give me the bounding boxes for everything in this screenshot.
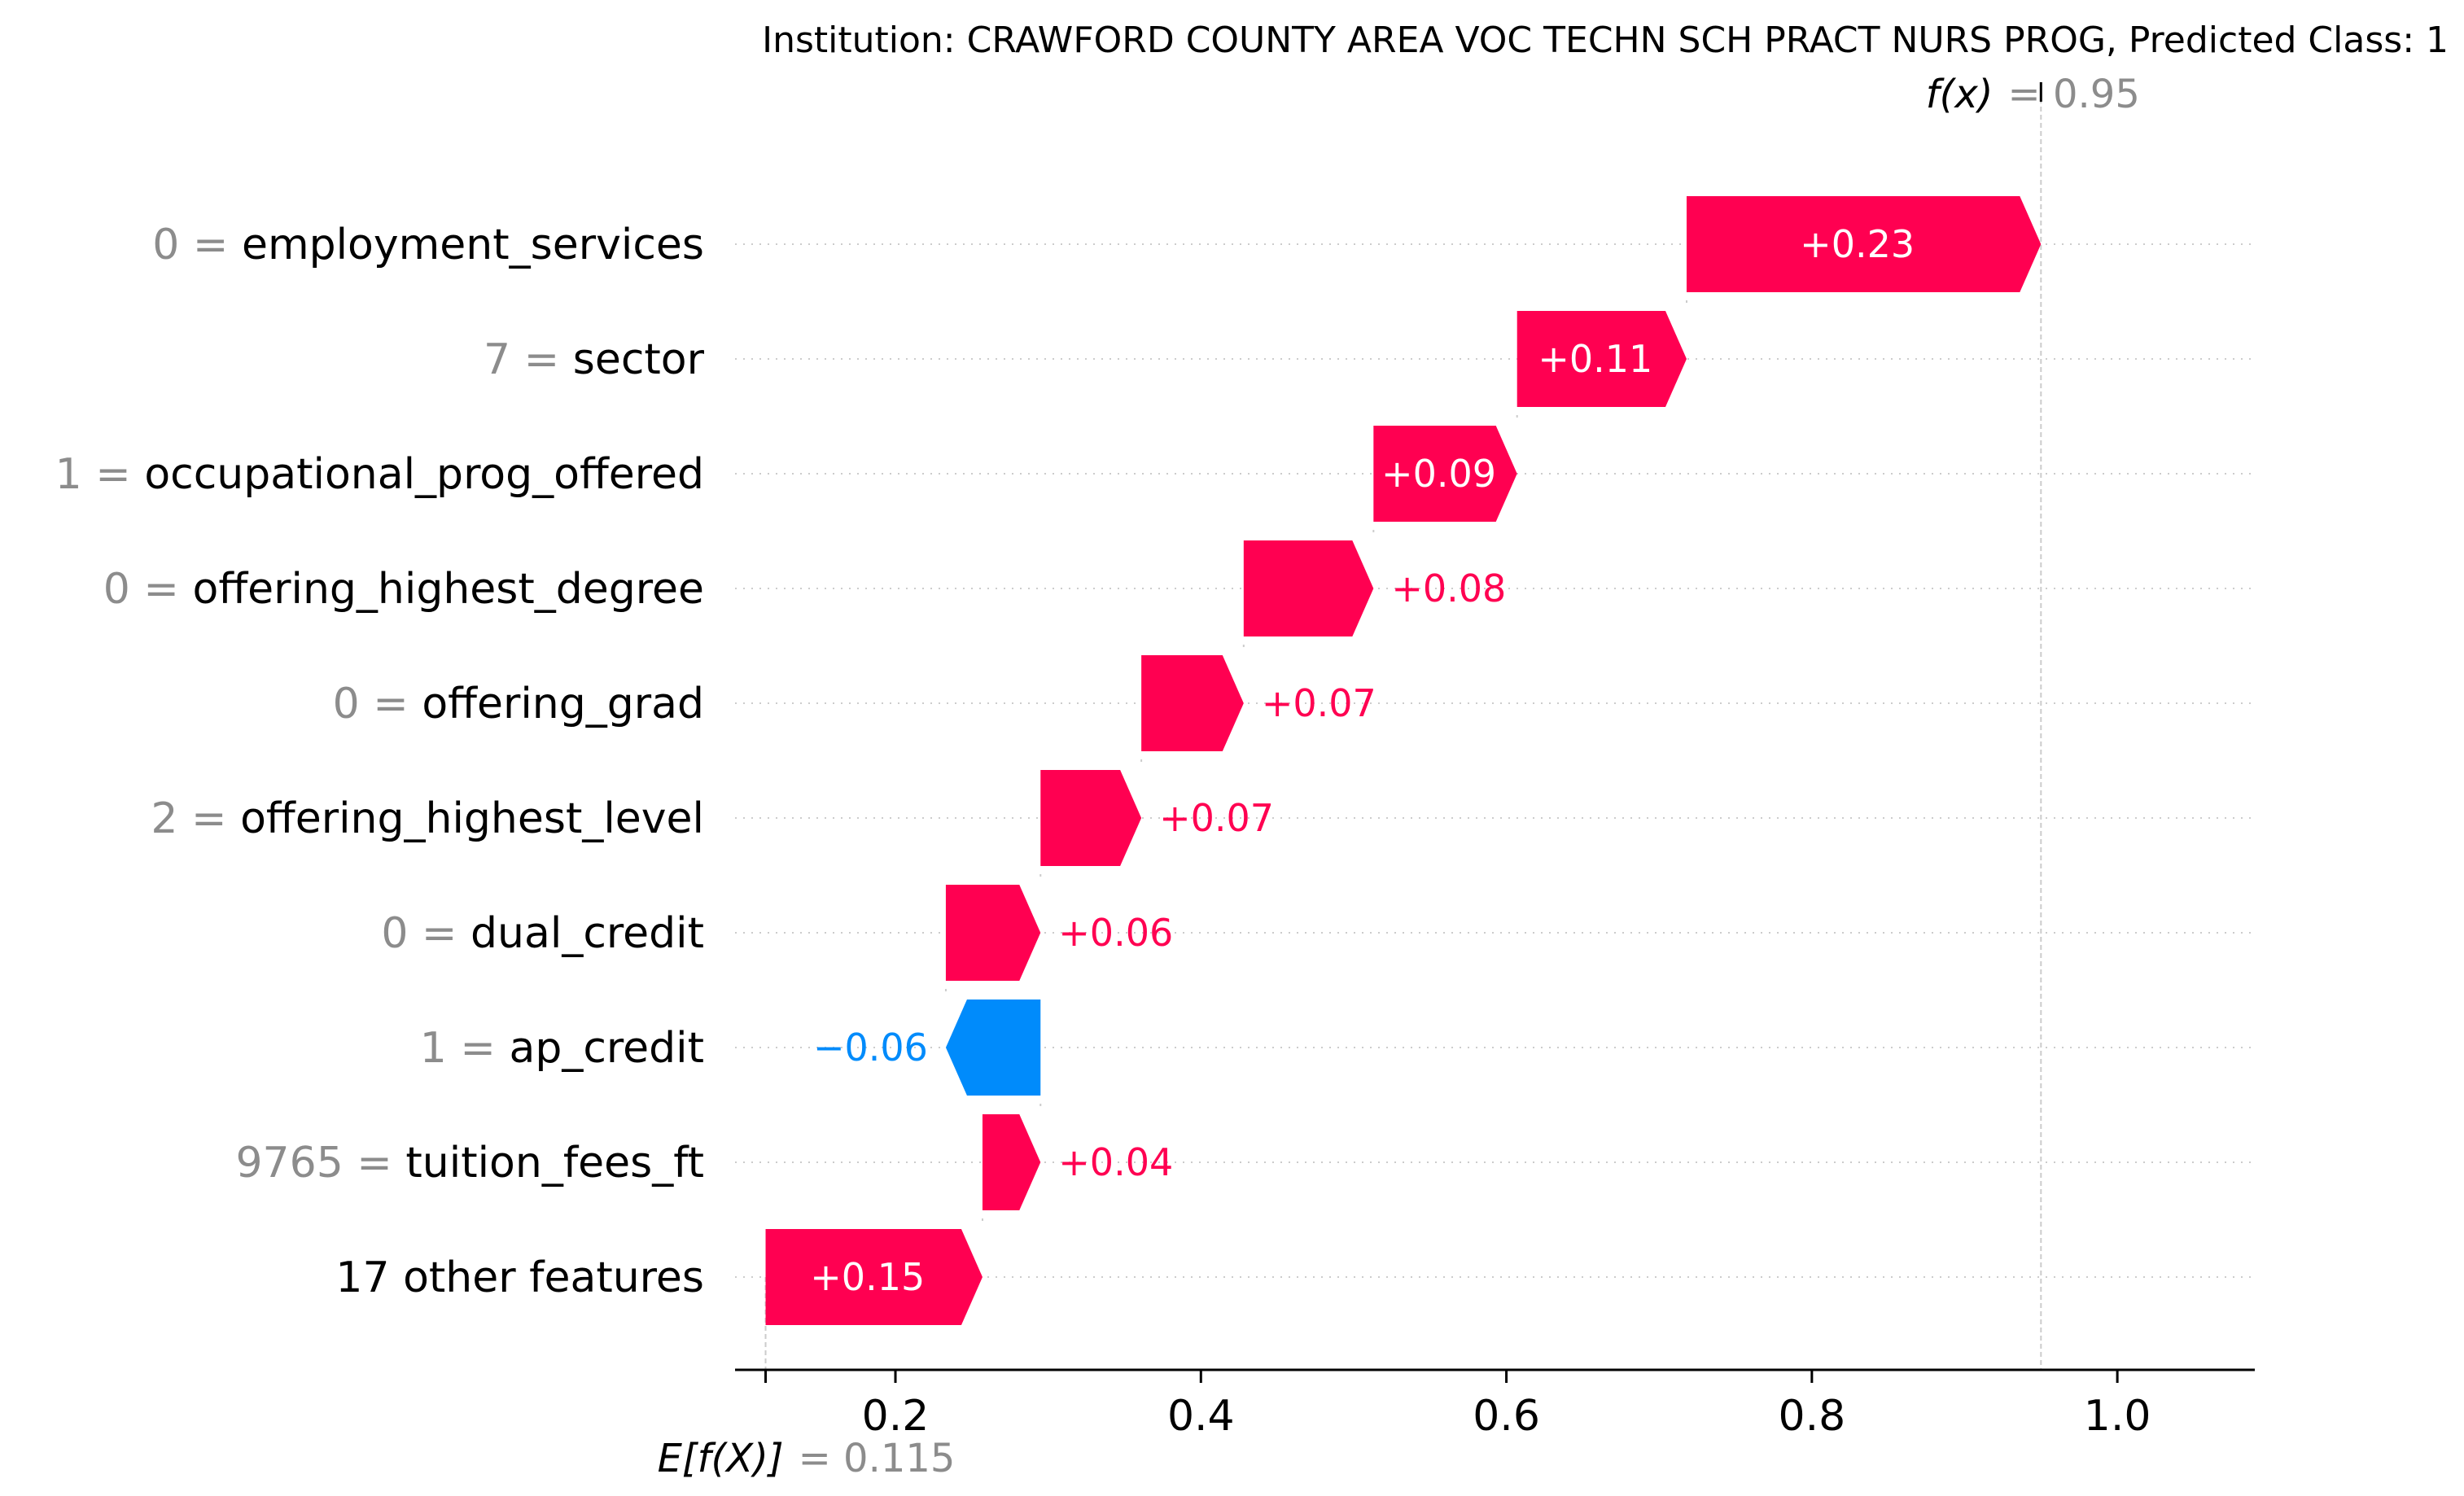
x-tick-label: 0.4	[1167, 1392, 1235, 1441]
output-value-text: = 0.95	[2008, 72, 2140, 117]
feature-name: 17 other features	[335, 1253, 704, 1302]
connector-layer	[764, 82, 2042, 1370]
feature-name: sector	[573, 335, 705, 384]
bar-value-label: +0.07	[1262, 681, 1376, 725]
feature-name: dual_credit	[470, 909, 704, 958]
feature-label: 0 = offering_grad	[333, 680, 704, 728]
feature-label: 17 other features	[335, 1253, 704, 1302]
feature-name: offering_grad	[422, 680, 704, 728]
label-layer: +0.23 0 = employment_services +0.11 7 = sec…	[55, 221, 1915, 1302]
feature-equals: =	[447, 1024, 510, 1073]
feature-equals: =	[360, 680, 422, 728]
bar-value-label: +0.07	[1159, 796, 1274, 840]
feature-name: tuition_fees_ft	[405, 1139, 704, 1188]
feature-value: 9765	[235, 1139, 343, 1188]
feature-value: 2	[151, 794, 177, 843]
feature-value: 0	[152, 221, 179, 269]
feature-value: 0	[333, 680, 360, 728]
bar-layer	[765, 196, 2042, 1325]
bar-offering-highest-level	[1040, 770, 1142, 866]
output-value-symbol: f(x)	[1926, 72, 1994, 117]
feature-value: 7	[484, 335, 510, 384]
feature-value: 0	[381, 909, 408, 958]
feature-label: 0 = offering_highest_degree	[103, 565, 704, 614]
bar-value-label: +0.15	[810, 1255, 925, 1299]
feature-equals: =	[408, 909, 470, 958]
output-value-annotation: f(x) = 0.95	[1926, 72, 2140, 117]
annotation-layer: E[f(X)] = 0.115 f(x) = 0.95	[658, 72, 2140, 1481]
feature-name: offering_highest_level	[240, 794, 704, 843]
feature-label: 0 = employment_services	[152, 221, 704, 269]
feature-label: 0 = dual_credit	[381, 909, 704, 958]
bar-sector	[1516, 311, 1687, 407]
x-tick-label: 1.0	[2084, 1392, 2151, 1441]
feature-value: 1	[420, 1024, 447, 1073]
feature-label: 2 = offering_highest_level	[151, 794, 704, 843]
feature-label: 1 = occupational_prog_offered	[55, 450, 704, 499]
feature-label: 1 = ap_credit	[420, 1024, 704, 1073]
bar-17-other-features	[765, 1229, 983, 1325]
feature-equals: =	[130, 565, 193, 614]
bar-occupational-prog-offered	[1373, 426, 1517, 522]
base-value-annotation: E[f(X)] = 0.115	[658, 1436, 956, 1481]
grid-layer	[735, 243, 2255, 1278]
x-axis: 0.2 0.4 0.6 0.8 1.0	[735, 1368, 2255, 1441]
bar-offering-grad	[1141, 655, 1244, 751]
bar-value-label: −0.06	[813, 1026, 928, 1070]
feature-label: 7 = sector	[484, 335, 705, 384]
bar-employment-services	[1686, 196, 2042, 292]
bar-offering-highest-degree	[1243, 540, 1374, 636]
x-tick-label: 0.6	[1473, 1392, 1540, 1441]
bar-dual-credit	[945, 885, 1041, 981]
feature-name: ap_credit	[509, 1024, 704, 1073]
feature-equals: =	[344, 1139, 406, 1188]
feature-value: 0	[103, 565, 130, 614]
chart-title: Institution: CRAWFORD COUNTY AREA VOC TE…	[762, 20, 2449, 61]
feature-equals: =	[179, 221, 242, 269]
x-tick-label: 0.2	[862, 1392, 930, 1441]
feature-value: 1	[55, 450, 82, 499]
feature-label: 9765 = tuition_fees_ft	[235, 1139, 704, 1188]
bar-value-label: +0.04	[1058, 1140, 1173, 1184]
x-tick-label: 0.8	[1778, 1392, 1845, 1441]
feature-name: employment_services	[242, 221, 704, 269]
feature-name: occupational_prog_offered	[144, 450, 704, 499]
bar-tuition-fees-ft	[982, 1114, 1041, 1210]
feature-equals: =	[177, 794, 240, 843]
bar-value-label: +0.08	[1391, 566, 1506, 610]
feature-equals: =	[82, 450, 145, 499]
base-value-text: = 0.115	[799, 1436, 956, 1481]
bar-value-label: +0.11	[1538, 337, 1652, 381]
bar-value-label: +0.09	[1381, 452, 1496, 496]
feature-name: offering_highest_degree	[193, 565, 705, 614]
feature-equals: =	[510, 335, 573, 384]
base-value-symbol: E[f(X)]	[658, 1436, 784, 1481]
bar-value-label: +0.23	[1800, 222, 1915, 266]
bar-ap-credit	[945, 1000, 1041, 1096]
bar-value-label: +0.06	[1058, 911, 1173, 955]
